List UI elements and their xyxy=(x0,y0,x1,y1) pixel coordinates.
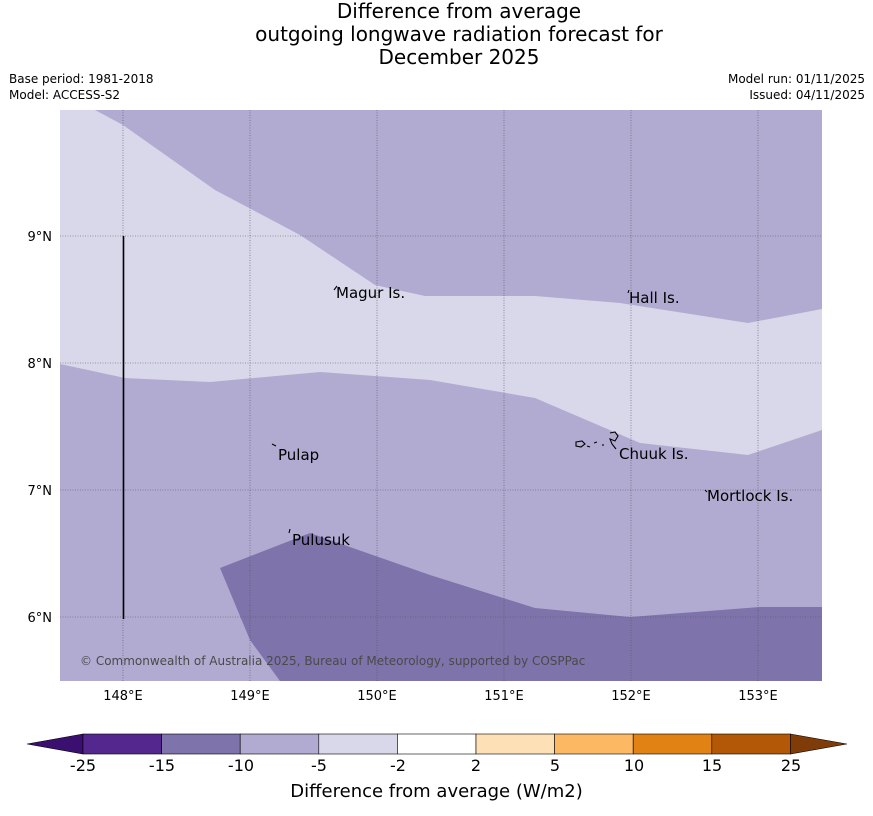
zone-dark xyxy=(220,533,822,681)
map-title: Difference from average outgoing longwav… xyxy=(255,0,663,69)
cb-tick-2: -10 xyxy=(227,756,255,775)
cb-segment-6 xyxy=(554,733,634,755)
cb-tick-3: -5 xyxy=(311,756,327,775)
cb-segment-0 xyxy=(82,733,162,755)
cb-segment-1 xyxy=(161,733,241,755)
lon-labels: 148°E 149°E 150°E 151°E 152°E 153°E xyxy=(103,689,778,704)
cb-segment-2 xyxy=(239,733,320,755)
cb-segment-5 xyxy=(475,733,555,755)
map-plot xyxy=(60,110,822,681)
cb-tick-9: 25 xyxy=(780,756,802,775)
cb-segment-8 xyxy=(711,733,791,755)
issued-date: Issued: 04/11/2025 xyxy=(749,88,865,102)
cb-arrow-low xyxy=(26,733,84,755)
meta-right: Model run: 01/11/2025 Issued: 04/11/2025 xyxy=(728,71,865,103)
place-pulap: Pulap xyxy=(278,446,319,464)
lon-label-150e: 150°E xyxy=(357,689,397,704)
lat-label-9n: 9°N xyxy=(28,230,53,245)
zone-light xyxy=(60,110,822,455)
lat-label-7n: 7°N xyxy=(28,484,53,499)
cb-segment-4 xyxy=(397,733,477,755)
place-chuuk: Chuuk Is. xyxy=(619,445,688,463)
cb-arrow-high xyxy=(790,733,848,755)
lat-label-6n: 6°N xyxy=(28,611,53,626)
cb-segment-3 xyxy=(318,733,398,755)
place-pulusuk: Pulusuk xyxy=(292,531,350,549)
copyright: © Commonwealth of Australia 2025, Bureau… xyxy=(80,654,585,668)
cb-tick-6: 5 xyxy=(549,756,561,775)
cb-tick-7: 10 xyxy=(623,756,645,775)
cb-tick-4: -2 xyxy=(390,756,406,775)
cb-tick-8: 15 xyxy=(701,756,723,775)
lon-label-153e: 153°E xyxy=(738,689,778,704)
model-run: Model run: 01/11/2025 xyxy=(727,72,865,86)
cb-tick-5: 2 xyxy=(470,756,482,775)
base-period: Base period: 1981-2018 xyxy=(9,72,154,86)
place-mortlock: Mortlock Is. xyxy=(707,487,793,505)
lon-label-148e: 148°E xyxy=(103,689,143,704)
cb-tick-1: -15 xyxy=(148,756,176,775)
colorbar-label: Difference from average (W/m2) xyxy=(290,781,583,802)
place-hall: Hall Is. xyxy=(629,289,680,307)
lon-label-151e: 151°E xyxy=(484,689,524,704)
colorbar xyxy=(26,733,848,755)
model-name: Model: ACCESS-S2 xyxy=(9,88,121,102)
lon-label-152e: 152°E xyxy=(611,689,651,704)
meta-left: Base period: 1981-2018 Model: ACCESS-S2 xyxy=(9,71,154,103)
cb-segment-7 xyxy=(632,733,713,755)
cb-tick-0: -25 xyxy=(69,756,97,775)
place-magur: Magur Is. xyxy=(336,284,405,302)
island-outlines xyxy=(271,285,708,534)
lon-label-149e: 149°E xyxy=(230,689,270,704)
lat-label-8n: 8°N xyxy=(28,357,53,372)
lat-labels: 9°N 8°N 7°N 6°N xyxy=(28,230,53,626)
